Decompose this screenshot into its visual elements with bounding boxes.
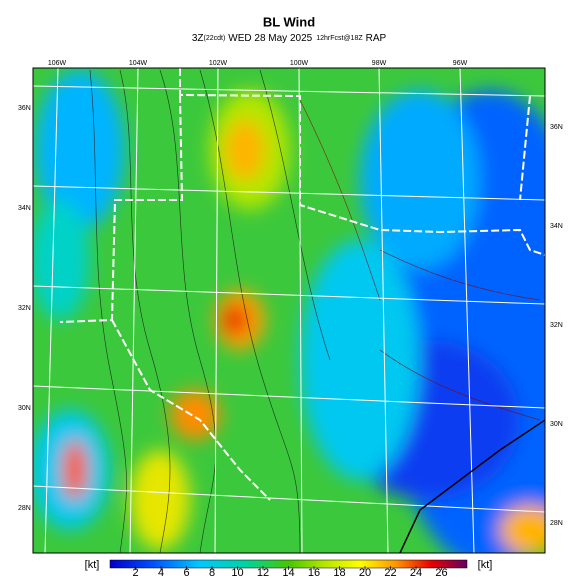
lat-label: 32N <box>18 305 31 312</box>
forecast: 12hrFcst@18Z <box>316 35 363 42</box>
colorbar-tick-label: 10 <box>231 567 243 579</box>
lon-label: 104W <box>129 60 148 67</box>
colorbar-tick-label: 8 <box>209 567 215 579</box>
valid-time: 3Z <box>192 33 204 44</box>
date: WED 28 May 2025 <box>228 33 312 44</box>
colorbar-unit: [kt] <box>478 559 493 571</box>
lon-label: 100W <box>290 60 309 67</box>
colorbar-tick-label: 4 <box>158 567 164 579</box>
colorbar-tick-label: 20 <box>359 567 371 579</box>
lat-label: 34N <box>550 223 563 230</box>
lon-label: 98W <box>372 60 387 67</box>
lon-label: 102W <box>209 60 228 67</box>
lat-label: 36N <box>18 105 31 112</box>
map-field <box>33 68 545 553</box>
lat-label: 30N <box>550 421 563 428</box>
colorbar-tick-label: 18 <box>333 567 345 579</box>
lat-label: 30N <box>18 405 31 412</box>
lat-label: 36N <box>550 124 563 131</box>
map-frame <box>32 67 546 554</box>
lat-label: 32N <box>550 322 563 329</box>
lat-label: 28N <box>18 505 31 512</box>
lon-label: 106W <box>48 60 67 67</box>
lat-label: 28N <box>550 520 563 527</box>
colorbar-tick-label: 22 <box>384 567 396 579</box>
local-time: (22cdt) <box>203 35 225 42</box>
colorbar-tick-label: 6 <box>183 567 189 579</box>
title: BL Wind <box>263 14 315 29</box>
colorbar-tick-label: 2 <box>132 567 138 579</box>
subtitle: 3Z(22cdt) WED 28 May 2025 12hrFcst@18Z RAP <box>192 33 387 44</box>
colorbar-tick-label: 24 <box>410 567 422 579</box>
colorbar-tick-label: 14 <box>282 567 294 579</box>
lat-label: 34N <box>18 205 31 212</box>
colorbar-tick-label: 16 <box>308 567 320 579</box>
lon-label: 96W <box>453 60 468 67</box>
colorbar-tick-label: 26 <box>435 567 447 579</box>
model: RAP <box>366 33 387 44</box>
colorbar-tick-label: 12 <box>257 567 269 579</box>
colorbar-unit: [kt] <box>85 559 100 571</box>
